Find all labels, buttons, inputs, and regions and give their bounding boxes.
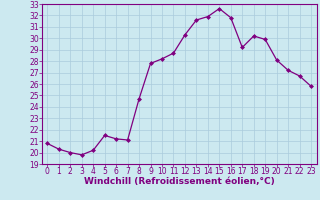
X-axis label: Windchill (Refroidissement éolien,°C): Windchill (Refroidissement éolien,°C) — [84, 177, 275, 186]
